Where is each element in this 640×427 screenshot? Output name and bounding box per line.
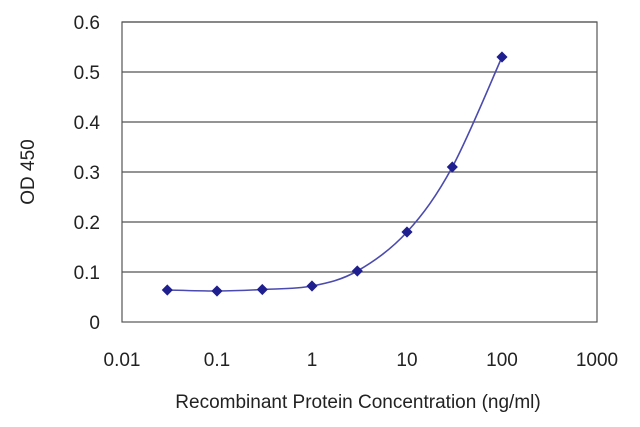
data-point-marker [351,265,363,277]
x-tick-label: 10 [396,350,417,371]
y-tick-label: 0.4 [74,113,101,134]
y-tick-label: 0.5 [74,63,100,84]
y-axis-title: OD 450 [18,139,39,204]
series-line [167,56,503,292]
y-tick-label: 0.2 [74,213,100,234]
x-tick-label: 100 [486,350,518,371]
data-point-marker [496,51,508,63]
x-tick-label: 1 [307,350,318,371]
x-tick-label: 0.1 [204,350,230,371]
series-layer [161,51,508,297]
y-tick-label: 0 [89,313,100,334]
plot-area-frame [121,21,598,323]
x-tick-label: 0.01 [104,350,141,371]
data-point-marker [306,280,318,292]
data-point-marker [161,284,173,296]
data-point-marker [211,285,223,297]
y-tick-label: 0.3 [74,163,100,184]
y-axis-ticks: 0 0.1 0.2 0.3 0.4 0.5 0.6 [74,13,101,334]
x-axis-title: Recombinant Protein Concentration (ng/ml… [175,392,540,413]
gridlines [122,21,597,273]
x-tick-label: 1000 [576,350,618,371]
y-tick-label: 0.1 [74,263,100,284]
data-point-marker [446,161,458,173]
data-point-marker [256,283,268,296]
y-tick-label: 0.6 [74,13,100,34]
data-point-marker [401,226,413,238]
x-axis-ticks: 0.01 0.1 1 10 100 1000 [104,350,619,371]
